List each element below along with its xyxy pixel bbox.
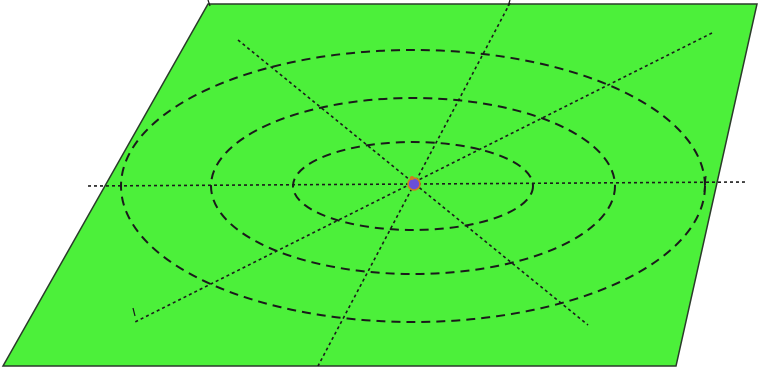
edge-tick-top-left xyxy=(207,0,211,7)
edge-tick-right xyxy=(703,175,707,193)
ground-plane xyxy=(1,3,758,367)
axis-horizontal xyxy=(87,181,746,187)
center-point xyxy=(407,176,421,191)
edge-tick-left xyxy=(132,307,136,317)
ring-inner xyxy=(292,141,534,231)
edge-tick-top-mid xyxy=(507,0,511,7)
